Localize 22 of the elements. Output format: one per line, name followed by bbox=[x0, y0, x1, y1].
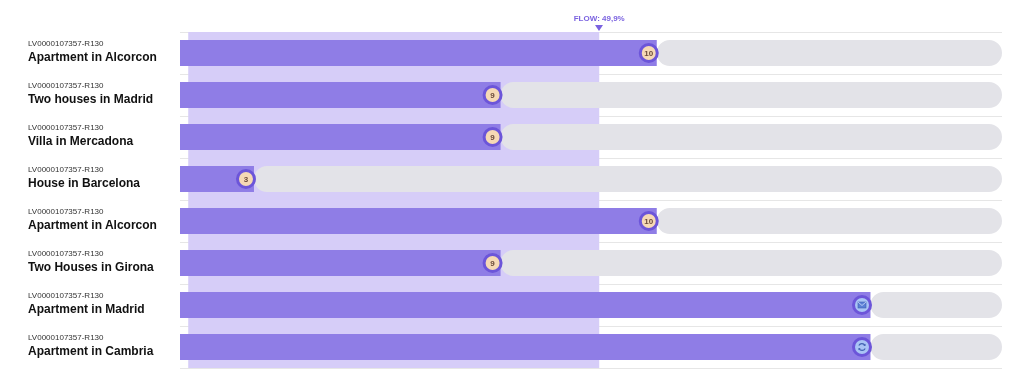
annotation: 10 bbox=[644, 216, 654, 226]
annotation: 9 bbox=[490, 132, 496, 142]
bar bbox=[180, 291, 871, 319]
y-tick-label: LV0000107357-R130 Two houses in Madrid bbox=[28, 81, 154, 107]
bar bbox=[180, 81, 501, 109]
y-tick-label: LV0000107357-R130 House in Barcelona bbox=[28, 165, 141, 191]
bar bbox=[180, 207, 657, 235]
bar bbox=[180, 39, 657, 67]
annotation: 3 bbox=[243, 174, 249, 184]
y-tick-label: LV0000107357-R130 Apartment in Alcorcon bbox=[28, 39, 157, 65]
annotation: 9 bbox=[490, 90, 496, 100]
y-tick-label: LV0000107357-R130 Two Houses in Girona bbox=[28, 249, 155, 275]
annotation: 10 bbox=[644, 48, 654, 58]
y-tick-label: LV0000107357-R130 Apartment in Cambria bbox=[28, 333, 154, 359]
y-tick-label: LV0000107357-R130 Apartment in Madrid bbox=[28, 291, 145, 317]
band-label: FLOW: 49,9% bbox=[573, 14, 625, 24]
bar bbox=[180, 333, 871, 361]
bar bbox=[180, 123, 501, 151]
annotation: 9 bbox=[490, 258, 496, 268]
y-tick-label: LV0000107357-R130 Villa in Mercadona bbox=[28, 123, 134, 149]
y-tick-label: LV0000107357-R130 Apartment in Alcorcon bbox=[28, 207, 157, 233]
bar bbox=[180, 249, 501, 277]
